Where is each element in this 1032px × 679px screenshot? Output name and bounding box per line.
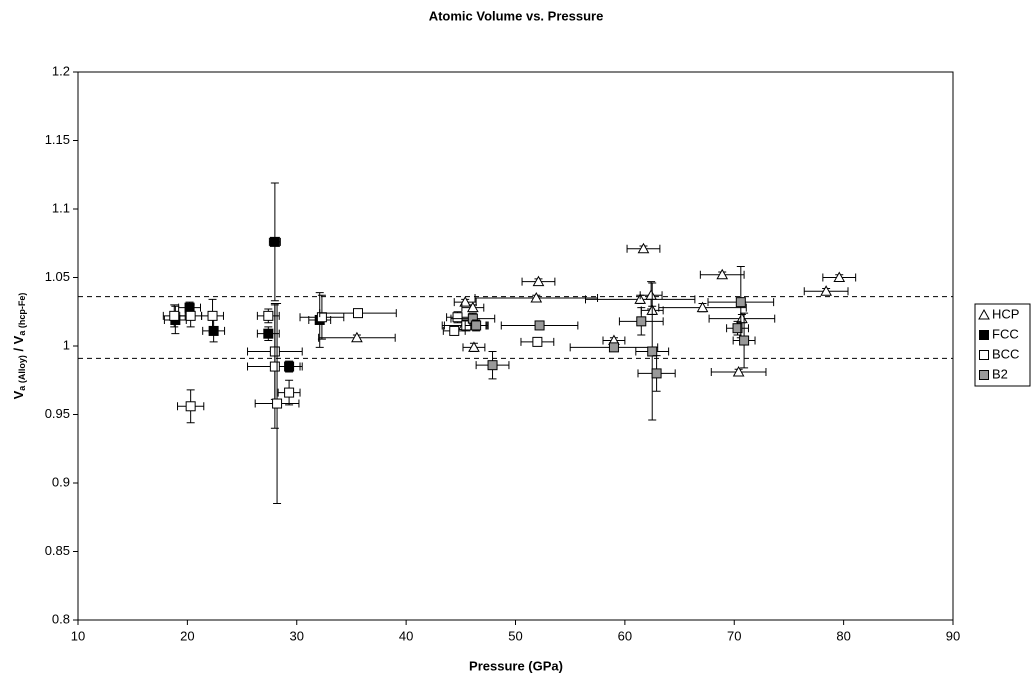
y-tick-label: 0.9 — [52, 474, 70, 489]
point — [608, 342, 619, 353]
point — [185, 401, 196, 412]
x-tick-label: 60 — [618, 628, 632, 643]
y-tick-label: 0.85 — [45, 543, 70, 558]
legend-marker — [979, 330, 989, 340]
legend-marker — [979, 350, 989, 360]
x-tick-label: 20 — [180, 628, 194, 643]
point — [732, 323, 743, 334]
point — [449, 325, 460, 336]
point — [647, 346, 658, 357]
point — [530, 292, 543, 303]
point — [185, 310, 196, 321]
point — [637, 242, 650, 254]
point — [207, 310, 218, 321]
point — [263, 310, 274, 321]
x-tick-label: 90 — [946, 628, 960, 643]
y-axis-label: Va (Alloy) / Va (hcp-Fe) — [11, 293, 27, 400]
point — [263, 328, 274, 339]
y-tick-label: 0.8 — [52, 611, 70, 626]
point — [169, 310, 180, 321]
point — [739, 335, 750, 346]
point — [732, 366, 745, 377]
y-tick-label: 0.95 — [45, 406, 70, 421]
legend-marker — [978, 308, 990, 320]
point — [459, 296, 472, 307]
x-tick-label: 80 — [836, 628, 850, 643]
legend-label: FCC — [992, 326, 1019, 341]
point — [208, 325, 219, 336]
y-tick-label: 1.15 — [45, 132, 70, 147]
point — [532, 275, 545, 287]
point — [452, 312, 463, 323]
x-tick-label: 30 — [290, 628, 304, 643]
point — [696, 301, 709, 313]
point — [272, 398, 283, 409]
point — [651, 368, 662, 379]
point — [466, 301, 479, 313]
point — [820, 285, 832, 296]
y-tick-label: 1.05 — [45, 269, 70, 284]
y-label-part: / V — [11, 335, 26, 355]
point — [716, 268, 729, 280]
point — [532, 336, 543, 347]
point — [534, 320, 545, 331]
y-tick-label: 1.2 — [52, 63, 70, 78]
point — [735, 297, 746, 308]
point — [353, 308, 363, 319]
y-label-part: a (Alloy) — [17, 355, 27, 391]
point — [471, 320, 482, 331]
chart-title: Atomic Volume vs. Pressure — [429, 8, 604, 23]
point — [316, 312, 327, 323]
point — [468, 341, 480, 352]
y-tick-label: 1 — [63, 337, 70, 352]
x-tick-label: 50 — [508, 628, 522, 643]
plot-area — [77, 71, 954, 621]
point — [645, 289, 657, 300]
point — [636, 316, 647, 327]
legend-label: HCP — [992, 306, 1019, 321]
x-tick-label: 10 — [71, 628, 85, 643]
legend-marker — [979, 370, 989, 380]
x-axis-label: Pressure (GPa) — [469, 658, 563, 673]
y-tick-label: 1.1 — [52, 200, 70, 215]
x-tick-label: 40 — [399, 628, 413, 643]
x-tick-label: 70 — [727, 628, 741, 643]
legend-label: B2 — [992, 366, 1008, 381]
point — [269, 361, 280, 372]
y-label-part: a (hcp-Fe) — [17, 293, 27, 336]
point — [269, 236, 280, 247]
point — [284, 387, 295, 398]
point — [351, 331, 363, 343]
point — [487, 360, 498, 371]
point — [833, 271, 846, 282]
y-label-part: V — [11, 390, 26, 399]
legend-label: BCC — [992, 346, 1019, 361]
